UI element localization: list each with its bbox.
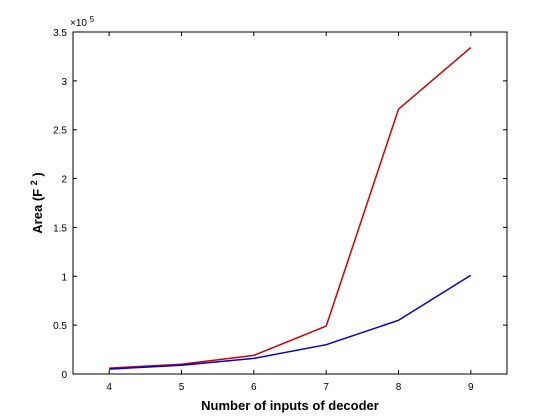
y-tick-label: 3 — [61, 77, 67, 88]
y-axis-label-superscript: 2 — [29, 180, 39, 185]
x-tick-label: 4 — [106, 382, 112, 393]
y-tick-label: 0 — [61, 370, 67, 381]
y-axis-label-end: ) — [30, 172, 45, 176]
y-axis-label-main: Area (F — [30, 189, 45, 234]
x-tick-label: 9 — [468, 382, 474, 393]
x-tick-label: 5 — [179, 382, 185, 393]
y-tick-label: 0.5 — [53, 321, 67, 332]
y-tick-label: 3.5 — [53, 28, 67, 39]
y-axis-label: Area (F 2 ) — [25, 172, 45, 233]
x-tick-label: 6 — [251, 382, 257, 393]
y-tick-label: 1 — [61, 272, 67, 283]
y-tick-label: 1.5 — [53, 223, 67, 234]
y-multiplier-base: ×10 — [70, 18, 87, 29]
y-tick-label: 2 — [61, 175, 67, 186]
x-tick-label: 8 — [396, 382, 402, 393]
x-axis-label: Number of inputs of decoder — [201, 398, 379, 413]
y-axis-multiplier: ×10 5 — [70, 15, 95, 29]
x-tick-label: 7 — [323, 382, 329, 393]
plot-area — [73, 32, 507, 374]
y-tick-label: 2.5 — [53, 126, 67, 137]
y-multiplier-exponent: 5 — [90, 15, 95, 24]
